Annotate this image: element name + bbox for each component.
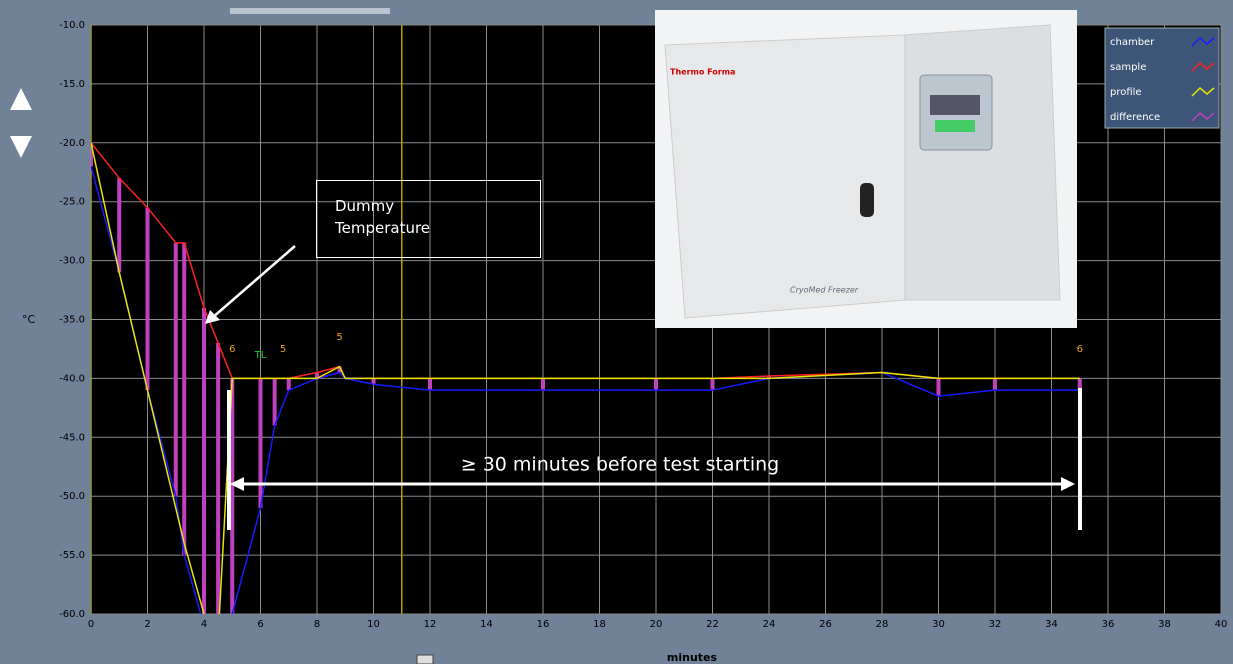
- y-tick-label: -40.0: [59, 373, 85, 384]
- y-tick-label: -10.0: [59, 20, 85, 31]
- x-tick-label: 0: [88, 619, 94, 630]
- x-tick-label: 16: [537, 619, 550, 630]
- y-tick-label: -45.0: [59, 432, 85, 443]
- x-tick-label: 32: [989, 619, 1002, 630]
- freezer-side: [905, 25, 1060, 300]
- model: CryoMed Freezer: [790, 286, 859, 295]
- point-label: 5: [280, 344, 286, 355]
- legend-label: profile: [1110, 87, 1142, 98]
- x-tick-label: 14: [480, 619, 493, 630]
- display: [935, 120, 975, 132]
- point-label: 6: [229, 344, 235, 355]
- y-tick-label: -20.0: [59, 138, 85, 149]
- scroll-down[interactable]: [10, 136, 32, 158]
- x-tick-label: 36: [1102, 619, 1115, 630]
- button[interactable]: [417, 655, 433, 664]
- x-tick-label: 28: [876, 619, 889, 630]
- x-tick-label: 2: [144, 619, 150, 630]
- x-tick-label: 40: [1215, 619, 1228, 630]
- legend-label: chamber: [1110, 37, 1155, 48]
- screen: -10.0 -15.0 -20.0 -25.0 -30.0 -35.0 -40.0 -45.0…: [0, 0, 1233, 664]
- chart: -10.0 -15.0 -20.0 -25.0 -30.0 -35.0 -40.0 -45.0…: [0, 0, 1233, 664]
- photo: Thermo Forma CryoMed Freezer: [655, 10, 1077, 328]
- dummy-annotation: Dummy Temperature: [316, 180, 541, 258]
- x-axis-label: minutes: [667, 651, 718, 664]
- x-tick-label: 30: [932, 619, 945, 630]
- display: [930, 95, 980, 115]
- y-tick-label: -50.0: [59, 491, 85, 502]
- point-label: TL: [254, 350, 267, 361]
- toolbar: [230, 8, 390, 14]
- legend-label: difference: [1110, 112, 1160, 123]
- y-tick-label: -25.0: [59, 197, 85, 208]
- dummy-text: Dummy Temperature: [335, 195, 445, 239]
- point-label: 5: [336, 332, 342, 343]
- x-tick-label: 18: [593, 619, 606, 630]
- y-tick-label: -55.0: [59, 550, 85, 561]
- y-tick-label: -35.0: [59, 315, 85, 326]
- point-label: 6: [1077, 344, 1083, 355]
- y-axis-label: °C: [22, 313, 36, 326]
- x-tick-label: 10: [367, 619, 380, 630]
- freezer-body: [665, 35, 905, 318]
- x-tick-label: 4: [201, 619, 207, 630]
- x-tick-label: 38: [1158, 619, 1171, 630]
- x-tick-label: 24: [763, 619, 776, 630]
- y-tick-label: -60.0: [59, 609, 85, 620]
- x-tick-label: 26: [819, 619, 832, 630]
- handle: [860, 183, 874, 217]
- brand: Thermo Forma: [670, 68, 735, 77]
- y-tick-label: -30.0: [59, 256, 85, 267]
- scroll-up[interactable]: [10, 88, 32, 110]
- legend-label: sample: [1110, 62, 1146, 73]
- y-tick-label: -15.0: [59, 79, 85, 90]
- x-tick-label: 20: [650, 619, 663, 630]
- x-tick-label: 34: [1045, 619, 1058, 630]
- x-tick-label: 8: [314, 619, 320, 630]
- x-tick-label: 6: [257, 619, 263, 630]
- duration-annotation: ≥ 30 minutes before test starting: [461, 454, 779, 476]
- x-tick-label: 12: [424, 619, 437, 630]
- x-tick-label: 22: [706, 619, 719, 630]
